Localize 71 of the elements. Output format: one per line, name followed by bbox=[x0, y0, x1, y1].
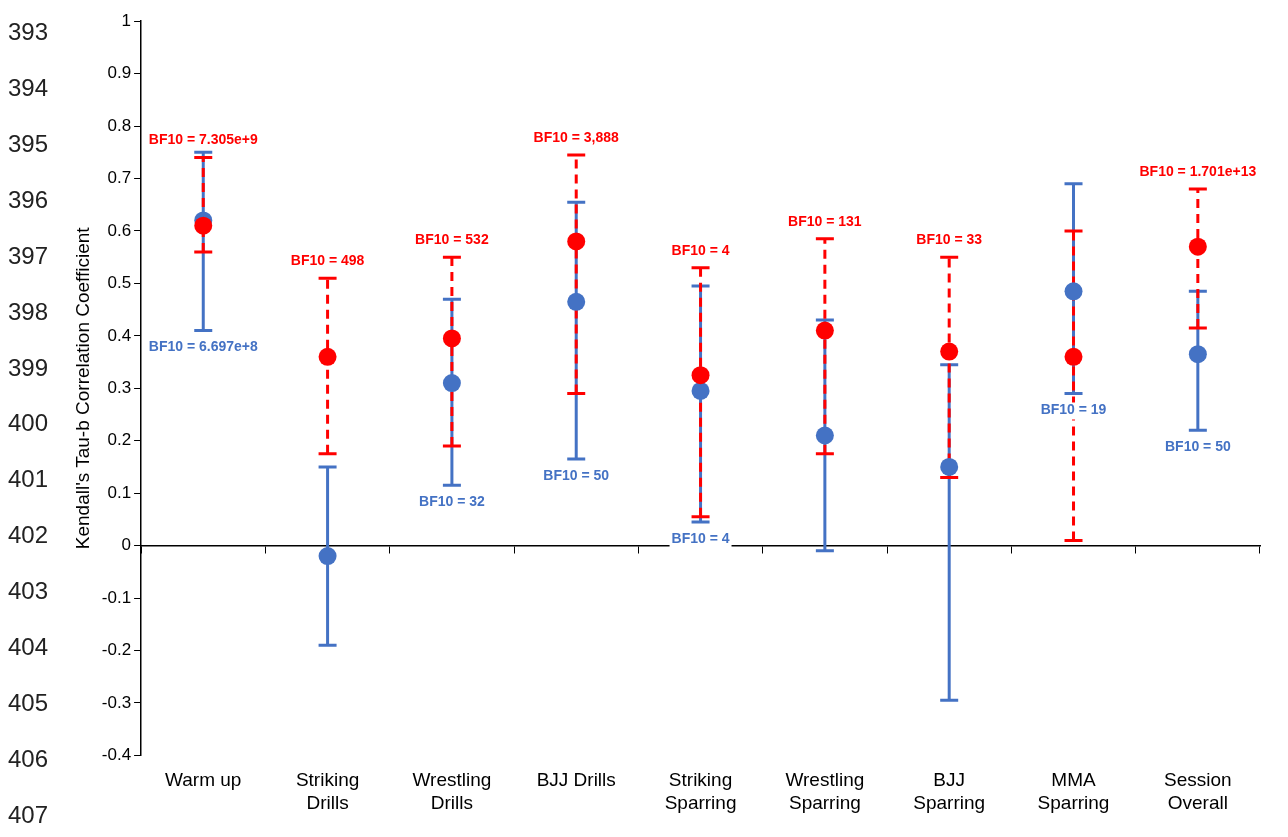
annotation: BF10 = 498 bbox=[290, 252, 365, 269]
y-tick-label: 0.7 bbox=[107, 168, 132, 188]
annotation: BF10 = 1.701e+13 bbox=[1139, 162, 1257, 179]
point bbox=[691, 381, 710, 400]
x-tick-label: Wrestling Drills bbox=[412, 769, 492, 813]
point bbox=[940, 457, 959, 476]
x-tick-label: Wrestling Sparring bbox=[785, 769, 865, 813]
point bbox=[940, 342, 959, 361]
text: 404 bbox=[8, 633, 50, 662]
annotation: BF10 = 50 bbox=[543, 466, 610, 483]
point bbox=[1064, 347, 1083, 366]
text: 401 bbox=[8, 465, 50, 494]
text: 402 bbox=[8, 521, 50, 550]
annotation: BF10 = 6.697e+8 bbox=[148, 338, 258, 355]
point bbox=[442, 329, 461, 348]
y-tick-label: 0.6 bbox=[107, 220, 132, 240]
annotation: BF10 = 4 bbox=[671, 529, 730, 546]
x-tick-label: BJJ Drills bbox=[536, 769, 616, 791]
y-tick-label: 0.9 bbox=[107, 63, 132, 83]
point bbox=[567, 232, 586, 251]
text: 407 bbox=[8, 800, 50, 829]
annotation: BF10 = 131 bbox=[788, 212, 862, 229]
y-tick-label: 0.1 bbox=[107, 482, 132, 502]
y-tick-label: 0.4 bbox=[107, 325, 132, 345]
annotation: BF10 = 4 bbox=[671, 241, 730, 258]
point bbox=[318, 347, 337, 366]
x-tick-label: MMA Sparring bbox=[1037, 769, 1110, 813]
x-tick-label: Striking Drills bbox=[295, 769, 360, 813]
annotation: BF10 = 50 bbox=[1164, 438, 1231, 455]
text: 394 bbox=[8, 73, 50, 102]
point bbox=[194, 216, 213, 235]
text: 397 bbox=[8, 241, 50, 270]
y-tick-label: 0.3 bbox=[107, 377, 132, 397]
y-tick-label: 0.2 bbox=[107, 430, 132, 450]
text: 405 bbox=[8, 689, 50, 718]
y-tick-label: -0.4 bbox=[101, 745, 132, 765]
x-tick-label: BJJ Sparring bbox=[913, 769, 986, 813]
annotation: BF10 = 32 bbox=[419, 493, 485, 510]
annotation: BF10 = 7.305e+9 bbox=[148, 131, 258, 148]
x-tick-label: Session Overall bbox=[1164, 769, 1232, 813]
text: 393 bbox=[8, 18, 50, 46]
point bbox=[318, 547, 337, 566]
text: 396 bbox=[8, 185, 50, 214]
point bbox=[815, 426, 834, 445]
text: 395 bbox=[8, 129, 50, 158]
annotation: BF10 = 3,888 bbox=[533, 128, 620, 145]
text: 399 bbox=[8, 353, 50, 382]
x-tick-label: Warm up bbox=[165, 769, 242, 791]
y-tick-label: 1 bbox=[121, 10, 132, 30]
annotation: BF10 = 33 bbox=[916, 231, 983, 248]
y-axis-title: Kendall's Tau-b Correlation Coefficient bbox=[71, 226, 93, 550]
text: 398 bbox=[8, 297, 50, 326]
x-tick-label: Striking Sparring bbox=[664, 769, 737, 813]
y-tick-label: 0 bbox=[121, 535, 132, 555]
y-tick-label: -0.3 bbox=[101, 692, 132, 712]
y-tick-label: 0.8 bbox=[107, 115, 132, 135]
y-tick-label: 0.5 bbox=[107, 273, 132, 293]
annotation: BF10 = 19 bbox=[1040, 401, 1107, 418]
point bbox=[1188, 237, 1207, 256]
point bbox=[442, 374, 461, 393]
point bbox=[567, 292, 586, 311]
text: 403 bbox=[8, 577, 50, 606]
y-tick-label: -0.1 bbox=[101, 587, 132, 607]
y-tick-label: -0.2 bbox=[101, 640, 132, 660]
text: 400 bbox=[8, 409, 50, 438]
point bbox=[1064, 282, 1083, 301]
annotation: BF10 = 532 bbox=[415, 231, 489, 248]
point bbox=[815, 321, 834, 340]
text: 406 bbox=[8, 744, 50, 773]
point bbox=[691, 366, 710, 385]
point bbox=[1188, 345, 1207, 364]
